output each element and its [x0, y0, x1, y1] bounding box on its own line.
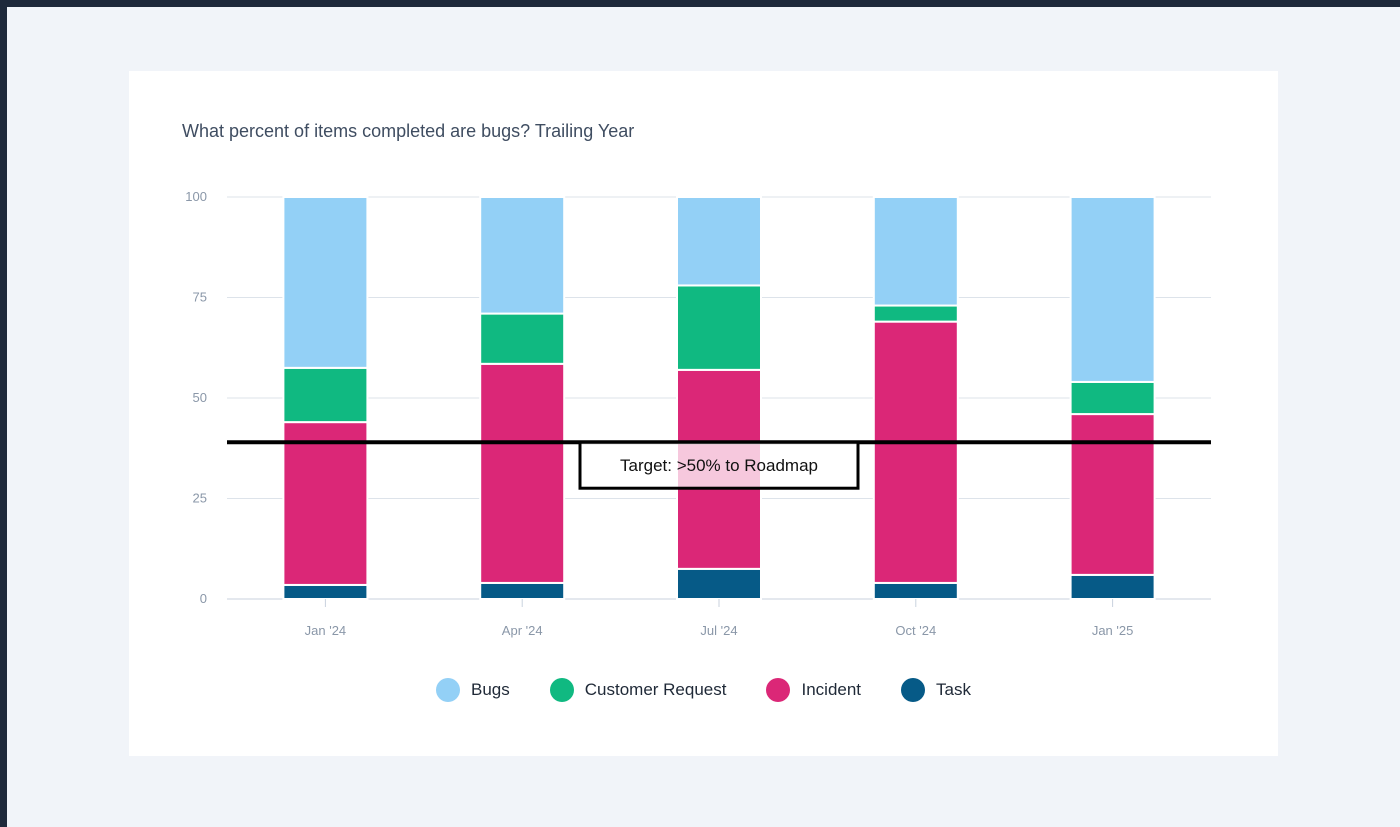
target-label: Target: >50% to Roadmap: [620, 456, 818, 475]
x-tick-label-jan-24: Jan '24: [305, 623, 347, 638]
bar-customer-request-jul-24: [676, 284, 762, 371]
bar-task-jan-24: [282, 583, 369, 600]
chart-title: What percent of items completed are bugs…: [182, 121, 635, 141]
bar-task-oct-24: [872, 581, 959, 601]
chart-plot: 0 25 50 75 100 Jan '24 Apr '24 Jul '24 Oct '24 Ja…: [185, 189, 1211, 638]
y-tick-label-100: 100: [185, 189, 207, 204]
bar-incident-apr-24: [479, 362, 566, 584]
bar-task-apr-24: [479, 581, 566, 601]
bar-bugs-apr-24: [479, 196, 566, 315]
bar-customer-request-jan-24: [282, 366, 369, 424]
legend-item-task[interactable]: Task: [901, 678, 971, 702]
legend-label-bugs: Bugs: [471, 680, 510, 699]
bar-incident-jan-25: [1069, 413, 1156, 576]
page-background: What percent of items completed are bugs…: [7, 7, 1400, 827]
legend-swatch-customer-request: [549, 678, 574, 702]
bar-incident-jan-24: [282, 421, 369, 586]
bar-bugs-jan-24: [282, 196, 369, 369]
legend-swatch-task: [901, 678, 926, 702]
y-tick-label-50: 50: [193, 390, 207, 405]
x-tick-label-apr-24: Apr '24: [502, 623, 543, 638]
chart-card: What percent of items completed are bugs…: [129, 71, 1278, 756]
target-label-box: [578, 440, 860, 490]
bar-task-jan-25: [1069, 573, 1156, 601]
bar-bugs-oct-24: [872, 196, 959, 307]
x-tick-label-jan-25: Jan '25: [1092, 623, 1134, 638]
y-tick-label-75: 75: [193, 290, 207, 305]
bar-bugs-jul-24: [676, 196, 762, 287]
bar-task-jul-24: [676, 567, 762, 601]
legend-item-customer-request[interactable]: Customer Request: [549, 678, 727, 702]
x-tick-label-oct-24: Oct '24: [895, 623, 936, 638]
bar-customer-request-jan-25: [1069, 380, 1156, 416]
x-tick-label-jul-24: Jul '24: [700, 623, 737, 638]
bar-bugs-jan-25: [1069, 196, 1156, 383]
legend-item-incident[interactable]: Incident: [766, 678, 861, 702]
legend-item-bugs[interactable]: Bugs: [436, 678, 510, 702]
legend-swatch-incident: [766, 678, 791, 702]
chart-legend: Bugs Customer Request Incident Task: [129, 678, 1278, 702]
y-tick-label-0: 0: [200, 591, 207, 606]
legend-label-task: Task: [936, 680, 971, 699]
legend-swatch-bugs: [436, 678, 460, 702]
bar-customer-request-apr-24: [479, 312, 566, 365]
bar-incident-oct-24: [872, 320, 959, 584]
y-tick-label-25: 25: [193, 491, 207, 506]
legend-label-customer-request: Customer Request: [584, 680, 727, 699]
bar-customer-request-oct-24: [872, 304, 959, 323]
legend-label-incident: Incident: [801, 680, 862, 699]
